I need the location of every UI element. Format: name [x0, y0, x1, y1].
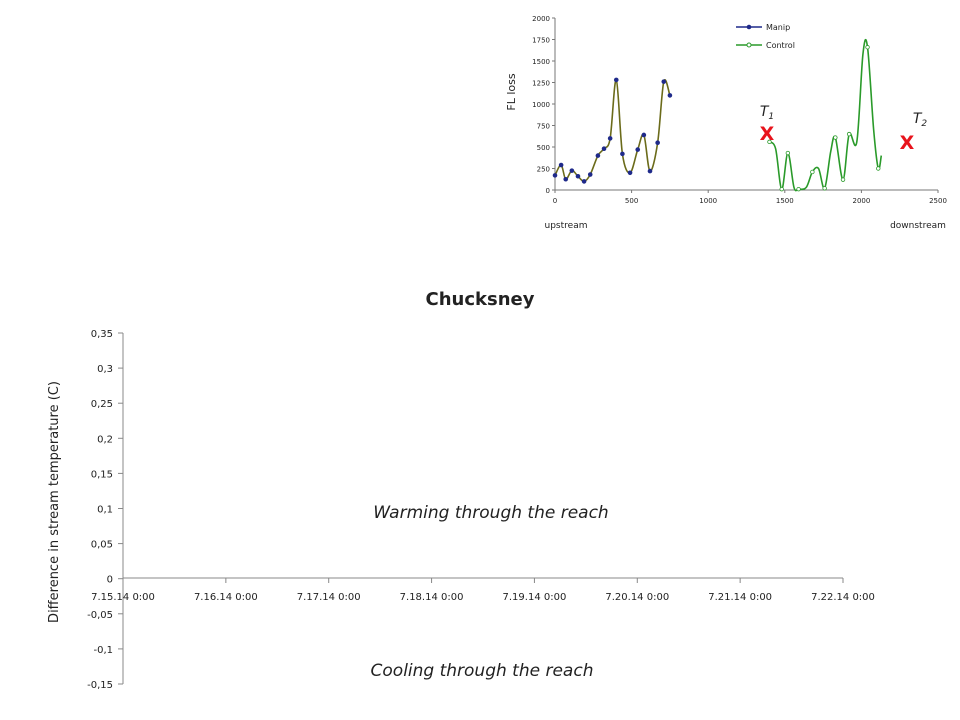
- small-y-tick-label: 500: [537, 144, 550, 152]
- data-point-control: [785, 150, 791, 156]
- small-y-tick-label: 250: [537, 166, 550, 174]
- data-point-manip: [558, 162, 564, 168]
- main-x-tick-label: 7.22.14 0:00: [811, 592, 875, 603]
- legend-marker: [746, 42, 752, 48]
- main-y-tick-label: 0: [107, 575, 113, 586]
- main-y-axis-label: Difference in stream temperature (C): [47, 381, 62, 623]
- data-point-manip: [575, 173, 581, 179]
- transect-label-2: T2: [913, 111, 928, 129]
- data-point-control: [876, 166, 881, 171]
- data-point-manip: [595, 153, 601, 158]
- small-legend: Manip Control: [736, 23, 795, 50]
- small-x-tick-label: 1000: [699, 197, 717, 205]
- small-y-tick-label: 0: [546, 187, 550, 195]
- small-y-axis-label: FL loss: [505, 73, 518, 110]
- small-y-tick-label: 1750: [532, 37, 550, 45]
- data-point-manip: [661, 79, 667, 84]
- main-y-tick-label: -0,1: [93, 645, 113, 656]
- data-point-control: [796, 186, 801, 192]
- data-point-manip: [635, 147, 641, 152]
- data-point-manip: [655, 140, 660, 145]
- legend-marker: [746, 24, 752, 30]
- data-point-control: [822, 186, 827, 191]
- main-y-tick-label: 0,35: [91, 329, 113, 340]
- series-line-manip: [554, 79, 671, 183]
- small-y-tick-label: 750: [537, 123, 550, 131]
- transect-x-marker-1: X: [760, 123, 775, 145]
- data-point-manip: [667, 93, 673, 98]
- data-point-manip: [627, 170, 633, 176]
- main-y-tick-label: 0,25: [91, 399, 113, 410]
- small-y-tick-label: 1500: [532, 58, 550, 66]
- data-point-manip: [581, 179, 587, 184]
- small-x-tick-label: 1500: [776, 197, 794, 205]
- data-point-manip: [601, 146, 607, 152]
- data-point-control: [767, 139, 772, 145]
- main-x-tick-label: 7.21.14 0:00: [708, 592, 772, 603]
- small-x-tick-label: 500: [625, 197, 638, 205]
- data-point-manip: [607, 136, 613, 141]
- data-point-control: [846, 131, 852, 137]
- main-y-tick-label: 0,15: [91, 469, 113, 480]
- data-point-manip: [641, 132, 647, 138]
- data-point-manip: [569, 168, 575, 173]
- data-point-manip: [647, 168, 653, 174]
- main-x-tick-label: 7.15.14 0:00: [91, 592, 155, 603]
- main-x-tick-label: 7.16.14 0:00: [194, 592, 258, 603]
- legend-label: Control: [766, 41, 795, 50]
- data-point-manip: [563, 176, 569, 182]
- chucksney-chart: Chucksney 0,35 0,3 0,25 0,2 0,15 0,1 0,05 0 -0,0…: [47, 289, 875, 691]
- main-x-tick-label: 7.19.14 0:00: [503, 592, 567, 603]
- main-x-tick-label: 7.18.14 0:00: [400, 592, 464, 603]
- small-y-tick-label: 1250: [532, 80, 550, 88]
- series-line-control: [768, 38, 883, 192]
- data-point-manip: [620, 151, 625, 157]
- cooling-annotation: Cooling through the reach: [371, 661, 594, 681]
- main-y-tick-label: -0,15: [87, 680, 113, 691]
- data-point-control: [810, 169, 815, 175]
- small-x-tick-label: 2500: [929, 197, 947, 205]
- small-y-tick-label: 2000: [532, 15, 550, 23]
- chart-title: Chucksney: [426, 289, 535, 310]
- data-point-manip: [587, 172, 593, 177]
- main-y-tick-label: 0,1: [97, 505, 113, 516]
- data-point-manip: [552, 173, 558, 178]
- main-y-tick-label: -0,05: [87, 610, 113, 621]
- main-x-tick-label: 7.17.14 0:00: [297, 592, 361, 603]
- downstream-label: downstream: [890, 221, 946, 231]
- data-point-manip: [613, 77, 619, 83]
- main-y-tick-label: 0,3: [97, 364, 113, 375]
- data-point-control: [865, 45, 870, 50]
- small-x-tick-label: 2000: [852, 197, 870, 205]
- data-point-control: [840, 177, 846, 182]
- small-x-tick-label: 0: [553, 197, 557, 205]
- legend-label: Manip: [766, 23, 790, 32]
- transect-x-marker-2: X: [900, 132, 915, 154]
- transect-label-1: T1: [760, 104, 774, 122]
- main-y-tick-label: 0,05: [91, 540, 113, 551]
- data-point-control: [833, 135, 838, 140]
- small-y-tick-label: 1000: [532, 101, 550, 109]
- upstream-label: upstream: [545, 221, 588, 231]
- data-point-control: [779, 186, 784, 192]
- fl-loss-chart: 0 250 500 750 1000 1250 1500 1750 2000 0 500 1000 1…: [505, 15, 947, 231]
- main-y-tick-label: 0,2: [97, 434, 113, 445]
- warming-annotation: Warming through the reach: [373, 503, 608, 523]
- main-x-tick-label: 7.20.14 0:00: [605, 592, 669, 603]
